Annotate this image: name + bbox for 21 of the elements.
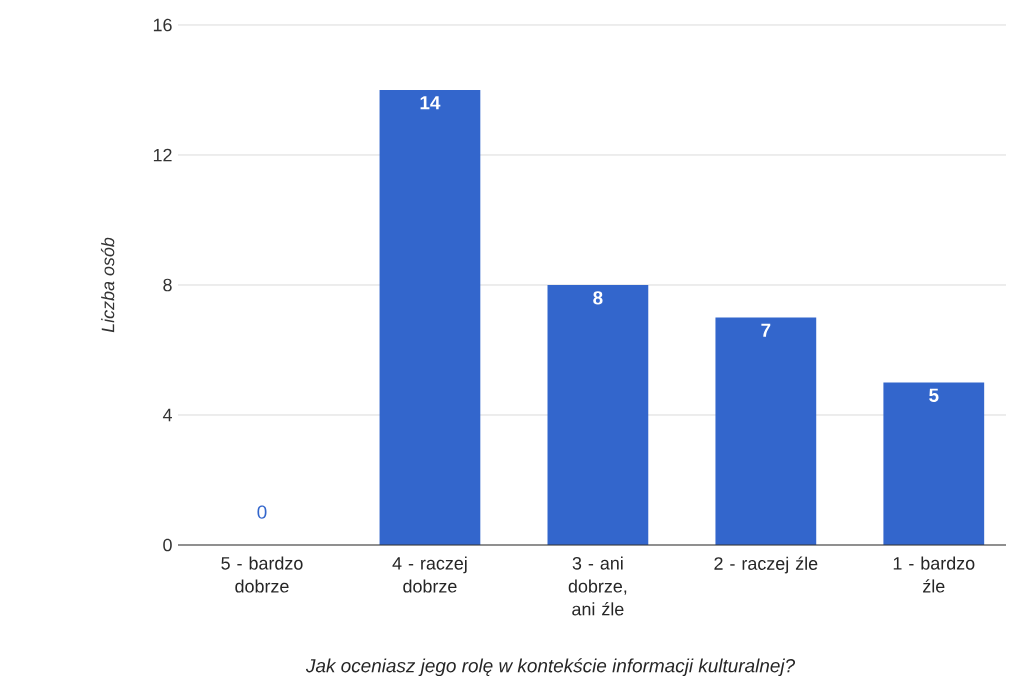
y-axis-title: Liczba osób bbox=[100, 237, 115, 333]
y-tick-label: 8 bbox=[163, 278, 172, 292]
x-tick-label: 3 - ani dobrze, ani źle bbox=[568, 556, 627, 616]
y-tick-label: 0 bbox=[163, 538, 172, 552]
data-label: 7 bbox=[761, 323, 771, 337]
data-label: 8 bbox=[593, 291, 603, 305]
data-label: 14 bbox=[420, 96, 441, 110]
data-label: 5 bbox=[929, 388, 939, 402]
x-tick-label: 5 - bardzo dobrze bbox=[221, 556, 303, 593]
bar bbox=[379, 89, 481, 545]
y-tick-label: 4 bbox=[162, 408, 172, 422]
bar bbox=[715, 317, 817, 545]
x-tick-label: 1 - bardzo źle bbox=[893, 556, 975, 593]
x-axis-title: Jak oceniasz jego rolę w kontekście informacji kulturalnej? bbox=[305, 658, 796, 677]
y-tick-label: 12 bbox=[153, 148, 172, 162]
data-label: 0 bbox=[257, 505, 267, 519]
x-tick-label: 4 - raczej dobrze bbox=[392, 556, 467, 593]
y-tick-label: 16 bbox=[153, 18, 172, 32]
bar bbox=[547, 284, 649, 545]
x-tick-label: 2 - raczej źle bbox=[714, 556, 818, 574]
bar bbox=[883, 382, 985, 545]
